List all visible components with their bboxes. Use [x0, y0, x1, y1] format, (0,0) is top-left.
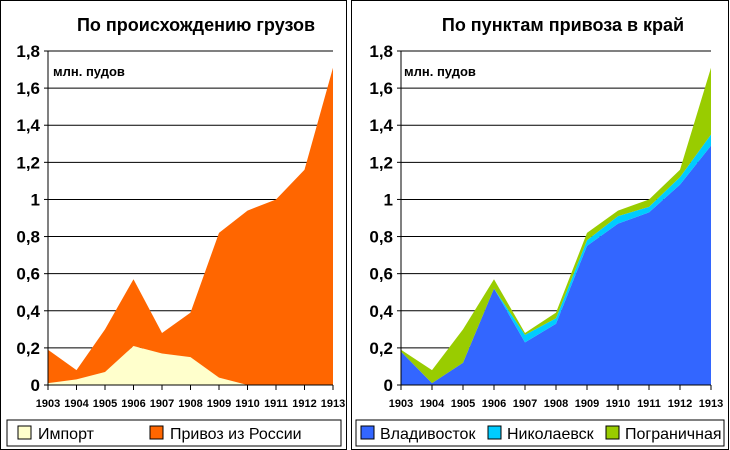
legend-label-nikolaevsk: Николаевск [507, 426, 595, 443]
x-tick-label-right-0: 1903 [389, 398, 413, 410]
x-tick-label-right-1: 1904 [420, 398, 445, 410]
area-series-left-1 [48, 67, 333, 385]
legend-label-russia: Привоз из России [170, 426, 302, 443]
x-ticks-right: 1903 1904 1905 1906 1907 1908 1909 1910 1911 1912… [389, 384, 723, 410]
y-tick-label-right-4: 0,8 [369, 228, 393, 247]
chart-title-left: По происхождению грузов [77, 15, 315, 35]
x-tick-label-left-5: 1908 [178, 398, 202, 410]
legend-label-vladivostok: Владивосток [380, 426, 476, 443]
area-series-right-0 [401, 145, 711, 385]
x-tick-label-left-7: 1910 [235, 398, 259, 410]
x-tick-label-right-9: 1912 [668, 398, 692, 410]
chart-origin-of-goods: По происхождению грузов млн. пудов 00,20… [0, 0, 347, 450]
legend-frame-right [355, 419, 725, 447]
unit-label-right: млн. пудов [404, 64, 476, 79]
y-tick-label-right-7: 1,4 [369, 116, 393, 135]
x-tick-label-right-7: 1910 [606, 398, 630, 410]
areas-right [401, 67, 711, 385]
legend-label-pogranichnaya: Пограничная [625, 426, 722, 443]
x-tick-label-left-4: 1907 [150, 398, 174, 410]
x-tick-label-left-2: 1905 [93, 398, 117, 410]
x-tick-label-right-2: 1905 [451, 398, 475, 410]
y-tick-label-right-2: 0,4 [369, 302, 393, 321]
x-tick-label-left-9: 1912 [292, 398, 316, 410]
y-tick-label-left-6: 1,2 [16, 153, 40, 172]
y-tick-label-right-6: 1,2 [369, 153, 393, 172]
y-tick-label-right-8: 1,6 [369, 79, 393, 98]
areas-left [48, 67, 333, 385]
legend-swatch-vladivostok [360, 425, 375, 440]
y-tick-label-left-2: 0,4 [16, 302, 40, 321]
y-tick-label-right-5: 1 [384, 190, 393, 209]
x-tick-label-right-10: 1913 [699, 398, 723, 410]
y-tick-label-left-7: 1,4 [16, 116, 40, 135]
legend-frame-left [6, 419, 342, 447]
x-tick-label-right-5: 1908 [544, 398, 568, 410]
legend-label-import: Импорт [38, 426, 95, 443]
y-tick-label-right-3: 0,6 [369, 265, 393, 284]
y-tick-label-left-3: 0,6 [16, 265, 40, 284]
unit-label-left: млн. пудов [53, 64, 125, 79]
legend-right: Владивосток Николаевск Пограничная [355, 419, 725, 447]
y-tick-label-right-1: 0,2 [369, 339, 393, 358]
y-tick-label-left-0: 0 [31, 376, 40, 395]
legend-left: Импорт Привоз из России [6, 419, 342, 447]
y-tick-label-right-0: 0 [384, 376, 393, 395]
y-tick-label-left-1: 0,2 [16, 339, 40, 358]
x-tick-label-left-1: 1904 [64, 398, 89, 410]
legend-swatch-import [17, 425, 32, 440]
x-tick-label-right-3: 1906 [482, 398, 506, 410]
chart-title-right: По пунктам привоза в край [442, 15, 684, 35]
chart-delivery-points: По пунктам привоза в край млн. пудов 0 0,… [351, 0, 729, 450]
x-tick-label-left-8: 1911 [264, 398, 288, 410]
x-tick-label-left-10: 1913 [321, 398, 345, 410]
y-tick-label-left-8: 1,6 [16, 79, 40, 98]
x-tick-label-left-6: 1909 [207, 398, 231, 410]
y-tick-label-left-5: 1 [31, 190, 40, 209]
x-tick-label-right-4: 1907 [513, 398, 537, 410]
y-ticks-right: 0 0,2 0,4 0,6 0,8 1 1,2 1,4 1,6 1,8 [369, 42, 402, 395]
y-tick-label-left-9: 1,8 [16, 42, 40, 61]
legend-swatch-nikolaevsk [487, 425, 502, 440]
legend-swatch-pogranichnaya [605, 425, 620, 440]
x-tick-label-right-6: 1909 [575, 398, 599, 410]
x-tick-label-left-0: 1903 [36, 398, 60, 410]
y-tick-label-right-9: 1,8 [369, 42, 393, 61]
y-tick-label-left-4: 0,8 [16, 228, 40, 247]
x-tick-label-right-8: 1911 [637, 398, 661, 410]
x-tick-label-left-3: 1906 [121, 398, 145, 410]
x-ticks-left: 1903 1904 1905 1906 1907 1908 1909 1910 1911 1912… [36, 384, 345, 410]
y-ticks-left: 0 0,2 0,4 0,6 0,8 1 1,2 1,4 1,6 1,8 [16, 42, 49, 395]
area-series-left-0 [48, 346, 333, 385]
legend-swatch-russia [149, 425, 164, 440]
